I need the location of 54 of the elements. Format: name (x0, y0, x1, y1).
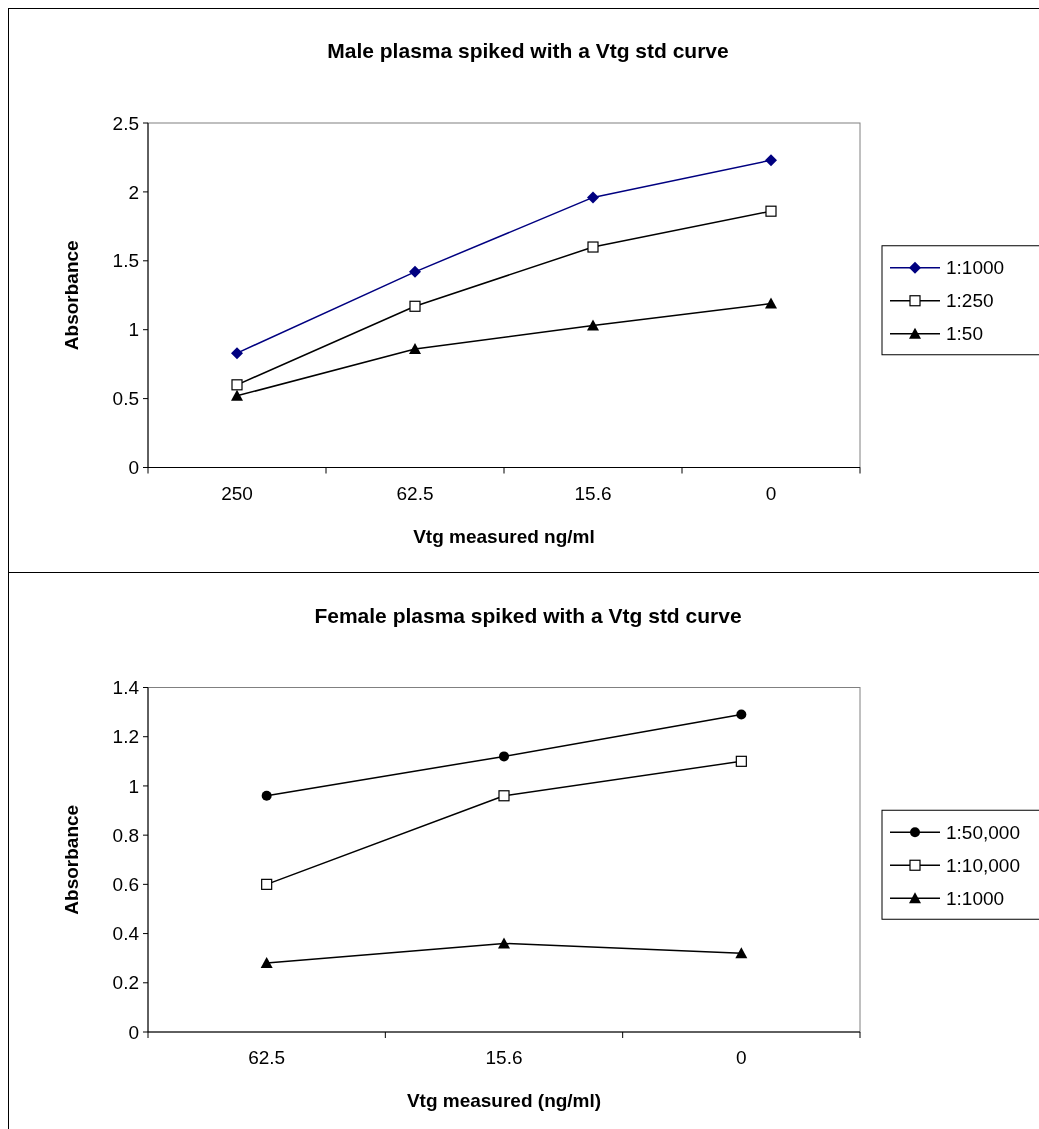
y-tick-label: 2.5 (112, 112, 139, 134)
point (409, 300, 421, 312)
legend-label: 1:10,000 (946, 854, 1020, 876)
point (231, 347, 243, 360)
point (735, 755, 747, 767)
point (499, 751, 509, 762)
legend-label: 1:250 (946, 290, 994, 312)
legend-label: 1:50 (946, 323, 983, 345)
y-tick-label: 1.4 (112, 677, 140, 699)
x-tick-label: 250 (221, 482, 253, 504)
legend-label: 1:1000 (946, 887, 1005, 909)
x-axis-title: Vtg measured ng/ml (413, 525, 595, 547)
y-axis-title: Absorbance (61, 804, 82, 915)
y-axis-title: Absorbance (61, 240, 82, 351)
y-tick-label: 1.2 (112, 726, 139, 748)
point (261, 878, 273, 890)
point (765, 205, 777, 217)
y-tick-label: 1 (128, 319, 139, 341)
point (587, 319, 599, 331)
point (231, 379, 243, 391)
y-tick-label: 1.5 (112, 250, 139, 272)
point (736, 709, 747, 720)
point (409, 342, 421, 354)
chart-title: Male plasma spiked with a Vtg std curve (327, 39, 729, 62)
y-tick-label: 0.2 (112, 972, 139, 994)
y-tick-label: 0 (128, 457, 139, 479)
y-tick-label: 0.8 (112, 824, 139, 846)
legend-label: 1:1000 (946, 257, 1005, 279)
y-tick-label: 0.6 (112, 874, 139, 896)
y-tick-label: 0.5 (112, 388, 139, 410)
chart-title: Female plasma spiked with a Vtg std curve (314, 603, 742, 627)
x-tick-label: 0 (765, 482, 777, 504)
x-tick-label: 62.5 (248, 1047, 286, 1068)
point (260, 957, 273, 969)
point (735, 947, 748, 959)
x-tick-label: 15.6 (485, 1047, 523, 1068)
y-tick-label: 0.4 (112, 923, 140, 945)
x-tick-label: 15.6 (574, 482, 612, 504)
point (498, 937, 510, 949)
point (409, 265, 421, 278)
point (765, 154, 777, 167)
y-tick-label: 0 (128, 1021, 139, 1043)
point (498, 790, 510, 802)
y-tick-label: 1 (128, 775, 139, 797)
legend-label: 1:50,000 (946, 821, 1020, 843)
point (231, 389, 243, 401)
point (587, 241, 599, 253)
y-tick-label: 2 (128, 181, 139, 203)
x-axis-title: Vtg measured (ng/ml) (406, 1090, 602, 1111)
point (765, 297, 777, 309)
point (261, 790, 272, 801)
x-tick-label: 62.5 (396, 482, 434, 504)
x-tick-label: 0 (736, 1047, 747, 1068)
point (587, 191, 599, 204)
